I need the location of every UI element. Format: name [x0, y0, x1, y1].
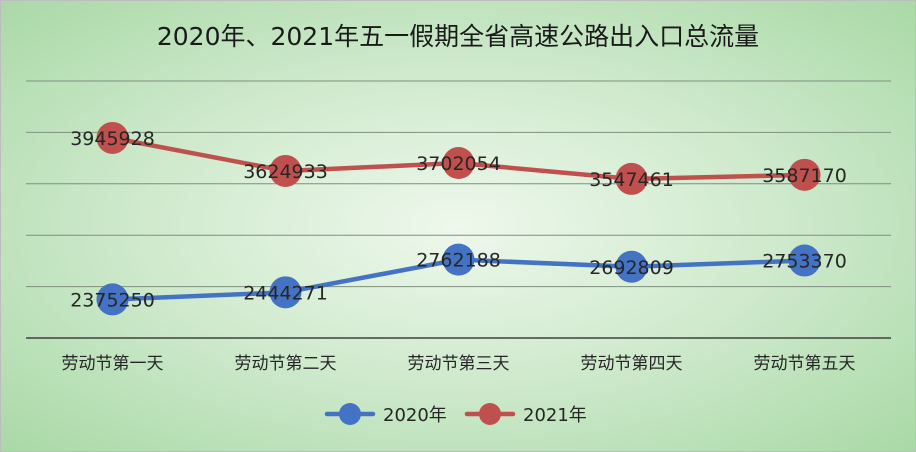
x-tick-label: 劳动节第二天	[235, 354, 337, 374]
x-tick-label: 劳动节第一天	[62, 354, 164, 374]
legend-label: 2020年	[383, 405, 447, 426]
data-label: 3702054	[416, 153, 501, 175]
data-label: 2375250	[70, 289, 155, 311]
data-point-marker	[269, 276, 302, 309]
legend-marker	[479, 403, 501, 425]
data-point-marker	[96, 283, 129, 316]
legend: 2020年 2021年	[324, 403, 587, 426]
data-point-marker	[615, 250, 648, 283]
series-layer	[96, 121, 821, 316]
data-point-marker	[615, 162, 648, 195]
data-point-marker	[442, 147, 475, 180]
data-label: 2444271	[243, 282, 328, 304]
legend-label: 2021年	[523, 405, 587, 426]
data-label: 3547461	[589, 169, 674, 191]
data-label: 2692809	[589, 257, 674, 279]
chart-title: 2020年、2021年五一假期全省高速公路出入口总流量	[157, 22, 759, 51]
data-point-marker	[96, 121, 129, 154]
data-point-marker	[269, 154, 302, 187]
category-labels: 劳动节第一天 劳动节第二天 劳动节第三天 劳动节第四天 劳动节第五天	[62, 354, 856, 374]
data-point-marker	[788, 158, 821, 191]
data-label: 3624933	[243, 161, 328, 183]
data-label: 3945928	[70, 128, 155, 150]
legend-marker	[339, 403, 361, 425]
x-tick-label: 劳动节第五天	[754, 354, 856, 374]
data-label: 3587170	[762, 165, 847, 187]
gridlines	[26, 80, 891, 288]
x-tick-label: 劳动节第三天	[408, 354, 510, 374]
data-label: 2762188	[416, 250, 501, 272]
data-point-marker	[788, 244, 821, 277]
data-point-marker	[442, 243, 475, 276]
data-labels: 2375250 2444271 2762188 2692809 2753370 39459…	[70, 128, 847, 311]
x-tick-label: 劳动节第四天	[581, 354, 683, 374]
data-label: 2753370	[762, 251, 847, 273]
